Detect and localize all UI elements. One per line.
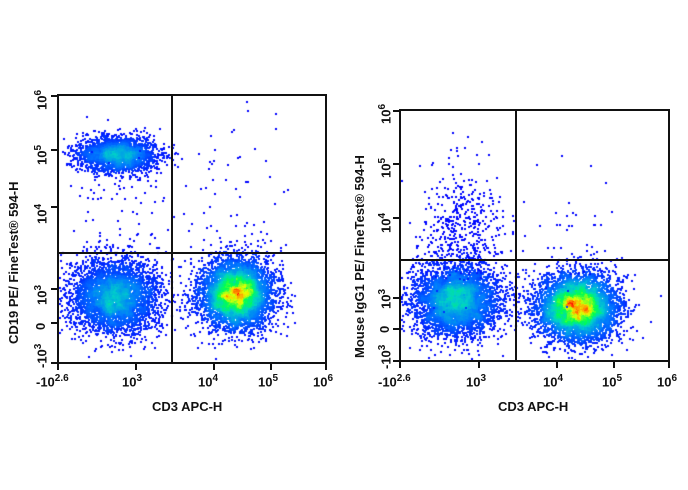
x-major-tick [556, 362, 558, 368]
y-major-tick [51, 149, 57, 151]
x-major-tick [613, 362, 615, 368]
left-ytick-1e5: 105 [33, 144, 50, 165]
x-major-tick [213, 364, 215, 370]
right-ytick-1e6: 106 [377, 103, 394, 124]
left-y-axis-title: CD19 PE/ FineTest® 594-H [6, 181, 21, 345]
right-xtick-1e6: 106 [657, 373, 678, 390]
y-major-tick [51, 362, 57, 364]
left-xtick-1e5: 105 [258, 373, 279, 390]
left-xtick-1e6: 106 [313, 373, 334, 390]
right-xtick-neg10-2.6: -102.6 [378, 373, 411, 390]
x-major-tick [399, 362, 401, 368]
left-xtick-1e3: 103 [122, 373, 143, 390]
left-plot-area [57, 94, 327, 364]
right-x-axis-title: CD3 APC-H [498, 399, 569, 414]
left-ytick-1e4: 104 [33, 203, 50, 224]
right-ytick-1e5: 105 [377, 157, 394, 178]
y-major-tick [393, 297, 399, 299]
y-major-tick [393, 110, 399, 112]
right-ytick-0: 0 [377, 325, 392, 333]
right-ytick-1e4: 104 [377, 212, 394, 233]
x-major-tick [270, 364, 272, 370]
right-xtick-1e4: 104 [543, 373, 564, 390]
y-major-tick [393, 360, 399, 362]
x-major-tick [57, 364, 59, 370]
left-ytick-1e3: 103 [33, 284, 50, 305]
left-x-axis-title: CD3 APC-H [152, 399, 223, 414]
left-ytick-1e6: 106 [33, 89, 50, 110]
left-density-dots [59, 96, 325, 362]
right-horizontal-gate[interactable] [401, 259, 668, 261]
left-xtick-1e4: 104 [198, 373, 219, 390]
y-major-tick [51, 206, 57, 208]
y-major-tick [51, 95, 57, 97]
y-major-tick [393, 217, 399, 219]
left-xtick-neg10-2.6: -102.6 [36, 373, 69, 390]
right-ytick-1e3: 103 [377, 288, 394, 309]
y-major-tick [51, 322, 57, 324]
right-xtick-1e3: 103 [466, 373, 487, 390]
x-major-tick [325, 364, 327, 370]
right-xtick-1e5: 105 [602, 373, 623, 390]
left-ytick-0: 0 [33, 322, 48, 330]
x-major-tick [668, 362, 670, 368]
x-major-tick [478, 362, 480, 368]
right-density-dots [401, 111, 668, 360]
right-y-axis-title: Mouse IgG1 PE/ FineTest® 594-H [352, 155, 367, 358]
y-major-tick [393, 328, 399, 330]
x-major-tick [135, 364, 137, 370]
left-vertical-gate[interactable] [171, 96, 173, 362]
y-major-tick [393, 163, 399, 165]
right-plot-area [399, 109, 670, 362]
y-major-tick [51, 288, 57, 290]
right-vertical-gate[interactable] [515, 111, 517, 360]
left-ytick-neg1e3: -103 [33, 343, 50, 368]
right-ytick-neg1e3: -103 [377, 344, 394, 369]
left-horizontal-gate[interactable] [59, 252, 325, 254]
